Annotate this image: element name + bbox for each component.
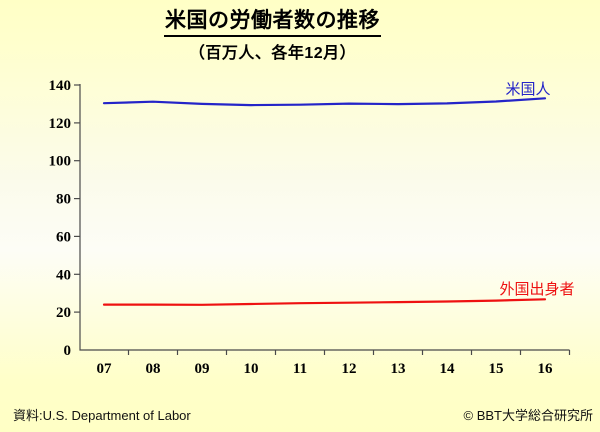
x-tick-label: 07 [97,361,113,377]
y-tick-label: 120 [49,116,72,132]
page-title-text: 米国の労働者数の推移 [164,8,381,37]
title-block: 米国の労働者数の推移 （百万人、各年12月） [0,8,545,63]
x-tick-label: 12 [342,361,357,377]
x-tick-label: 08 [146,361,161,377]
axis-lines [79,84,570,351]
y-tick-label: 140 [49,78,72,94]
series-label-americans: 米国人 [505,81,550,98]
source-note: 資料:U.S. Department of Labor [13,408,191,423]
y-tick-label: 100 [49,154,72,170]
footer: 資料:U.S. Department of Labor © BBT大学総合研究所 [13,405,593,424]
y-tick-label: 80 [56,192,71,208]
x-tick-label: 16 [538,361,554,377]
y-tick-label: 0 [64,343,72,359]
page-title: 米国の労働者数の推移 [0,8,545,37]
x-tick-label: 14 [440,361,456,377]
x-tick-label: 15 [489,361,504,377]
y-tick-label: 20 [56,305,71,321]
credit-note: © BBT大学総合研究所 [463,408,593,423]
x-tick-label: 10 [244,361,259,377]
chart-subtitle: （百万人、各年12月） [188,45,357,62]
y-tick-label: 40 [56,267,71,283]
series-line-foreign-born [102,298,547,306]
x-tick-label: 09 [195,361,210,377]
series-line-americans [102,97,547,107]
x-tick-label: 13 [391,361,406,377]
x-tick-label: 11 [293,361,307,377]
series-label-foreign-born: 外国出身者 [499,281,574,298]
y-tick-label: 60 [56,229,71,245]
